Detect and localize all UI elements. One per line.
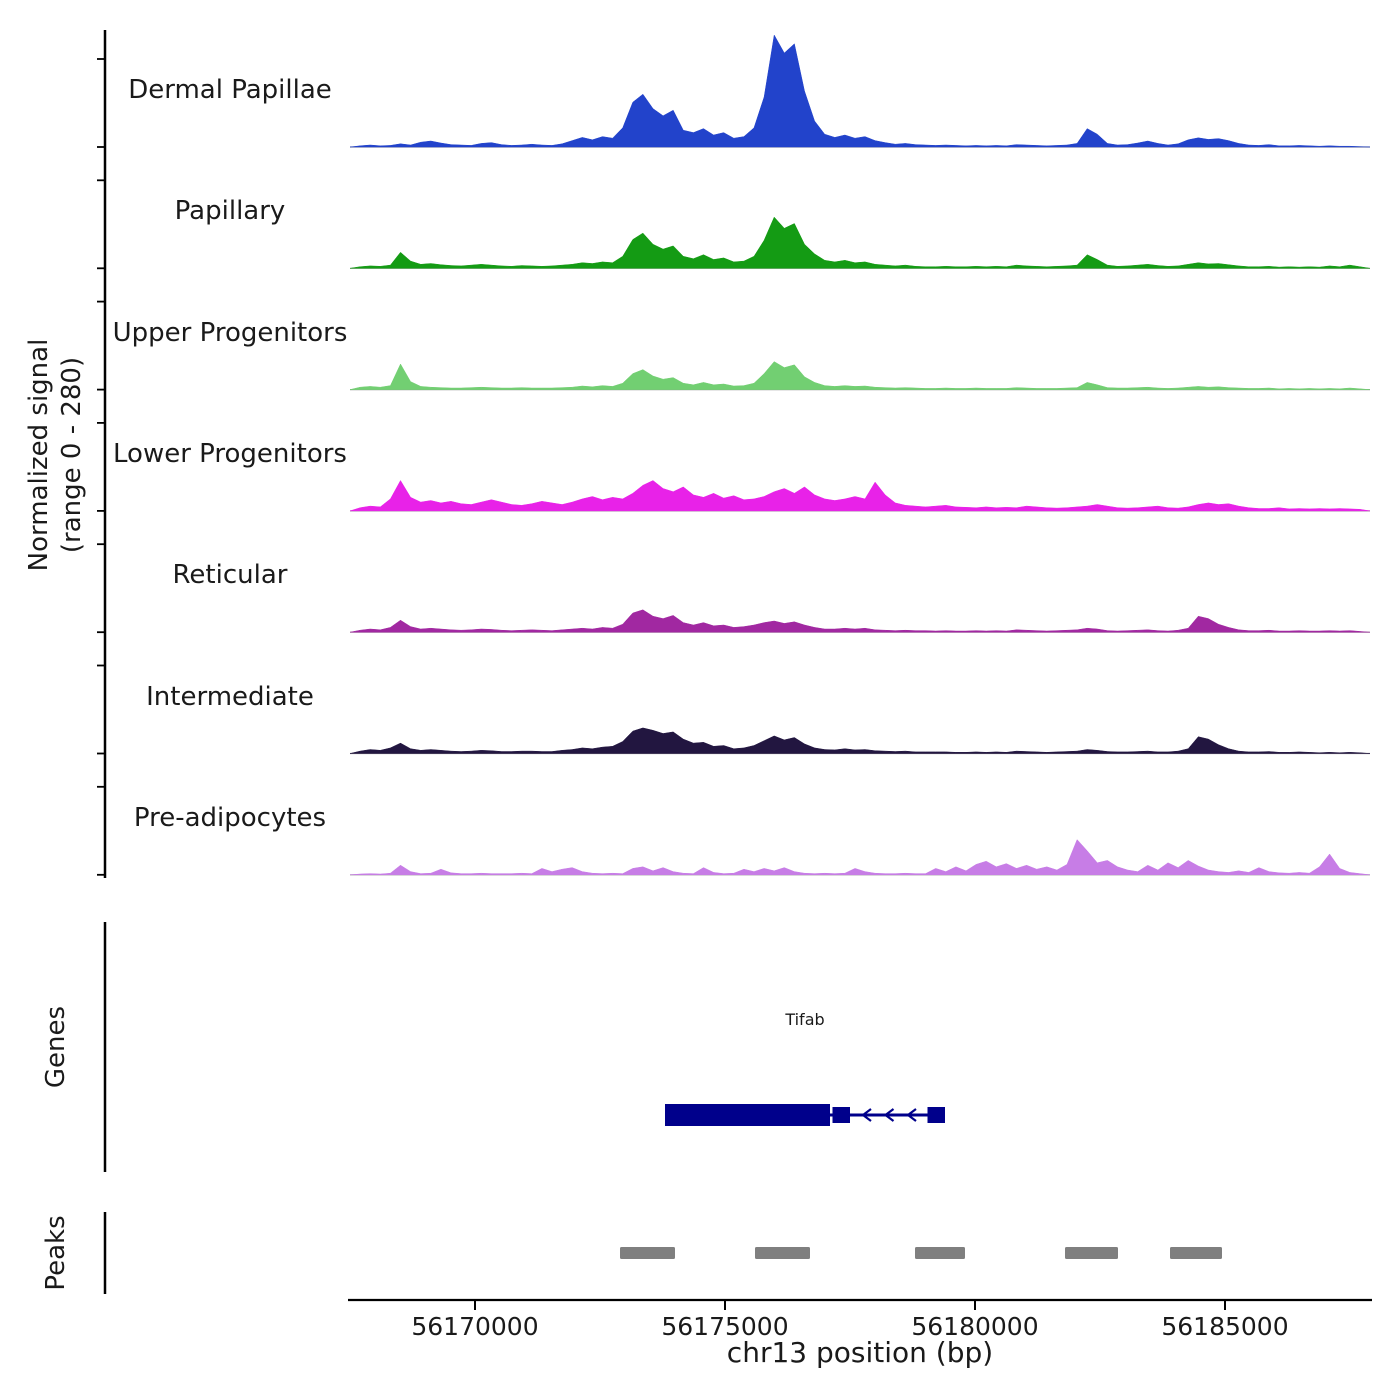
peak-region bbox=[755, 1247, 810, 1259]
signal-area-papillary bbox=[349, 216, 1371, 269]
x-tick-label-56185000: 56185000 bbox=[1161, 1312, 1289, 1341]
gene-strand-arrow bbox=[906, 1108, 917, 1122]
gene-exon-thick bbox=[665, 1104, 830, 1126]
signal-area-dermal-papillae bbox=[349, 34, 1371, 148]
track-label-dermal-papillae: Dermal Papillae bbox=[128, 75, 332, 105]
x-tick-label-56170000: 56170000 bbox=[411, 1312, 539, 1341]
peak-region bbox=[1065, 1247, 1118, 1259]
gene-model-tifab bbox=[665, 1104, 945, 1126]
signal-track-lower-progenitors bbox=[349, 479, 1371, 512]
peak-region bbox=[1170, 1247, 1222, 1259]
gene-strand-arrow bbox=[883, 1108, 895, 1122]
left-spines bbox=[97, 30, 107, 1294]
signal-area-reticular bbox=[349, 609, 1371, 633]
y-axis-label-line2: (range 0 - 280) bbox=[57, 356, 87, 554]
track-label-intermediate: Intermediate bbox=[146, 681, 314, 712]
signal-track-intermediate bbox=[349, 727, 1371, 755]
peaks-track bbox=[620, 1247, 1222, 1259]
peak-region bbox=[915, 1247, 965, 1259]
track-label-papillary: Papillary bbox=[174, 196, 286, 227]
signal-area-pre-adipocytes bbox=[349, 839, 1371, 876]
signal-area-upper-progenitors bbox=[349, 361, 1371, 390]
x-tick-label-56175000: 56175000 bbox=[661, 1312, 789, 1341]
x-tick-label-56180000: 56180000 bbox=[911, 1312, 1039, 1341]
gene-exon bbox=[927, 1107, 945, 1123]
genes-section-label: Genes bbox=[41, 1005, 71, 1089]
signal-area-intermediate bbox=[349, 727, 1371, 754]
y-axis-label: Normalized signal (range 0 - 280) bbox=[23, 245, 91, 665]
gene-exon bbox=[832, 1107, 850, 1123]
gene-strand-arrow bbox=[861, 1108, 872, 1122]
signal-track-papillary bbox=[349, 216, 1371, 269]
track-label-lower-progenitors: Lower Progenitors bbox=[113, 438, 347, 469]
signal-track-upper-progenitors bbox=[349, 361, 1371, 391]
x-axis bbox=[348, 1298, 1372, 1310]
signal-track-dermal-papillae bbox=[349, 34, 1371, 148]
track-label-pre-adipocytes: Pre-adipocytes bbox=[133, 802, 327, 833]
signal-area-lower-progenitors bbox=[349, 479, 1371, 512]
track-label-reticular: Reticular bbox=[172, 560, 288, 591]
peaks-section-label: Peaks bbox=[41, 1215, 71, 1291]
signal-track-pre-adipocytes bbox=[349, 839, 1371, 876]
y-axis-label-line1: Normalized signal bbox=[24, 338, 54, 572]
peak-region bbox=[620, 1247, 675, 1259]
x-axis-title: chr13 position (bp) bbox=[726, 1336, 994, 1369]
gene-name-label: Tifab bbox=[785, 1010, 825, 1029]
signal-track-reticular bbox=[349, 609, 1371, 633]
track-label-upper-progenitors: Upper Progenitors bbox=[112, 317, 348, 348]
